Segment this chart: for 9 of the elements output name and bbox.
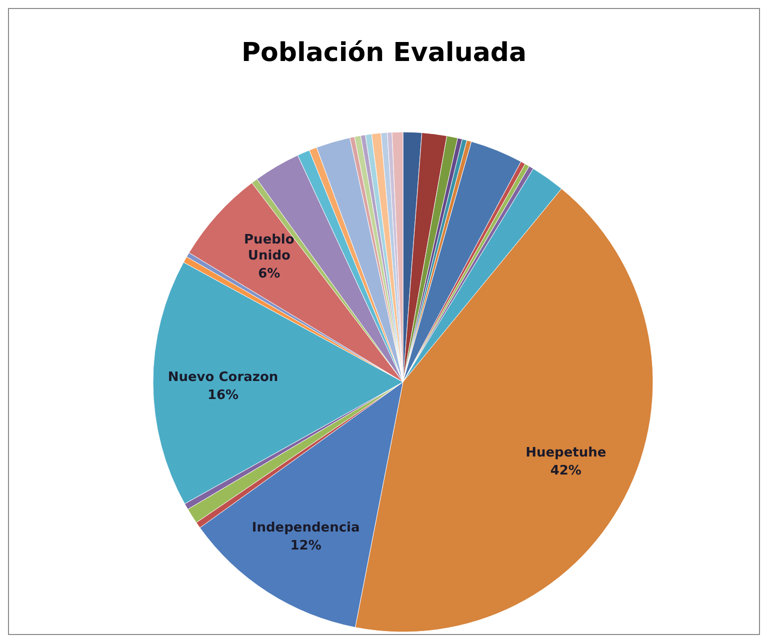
data-label: 12% [290,538,322,554]
data-label: 16% [207,388,239,403]
slice-label: Independencia [252,520,360,536]
slice-label: Huepetuhe [526,446,606,461]
data-label: 6% [258,266,280,282]
data-label: 42% [550,464,582,479]
slice-label: Pueblo Unido [244,232,294,264]
chart-title: Población Evaluada [241,38,527,68]
slice-label: Nuevo Corazon [168,370,278,385]
